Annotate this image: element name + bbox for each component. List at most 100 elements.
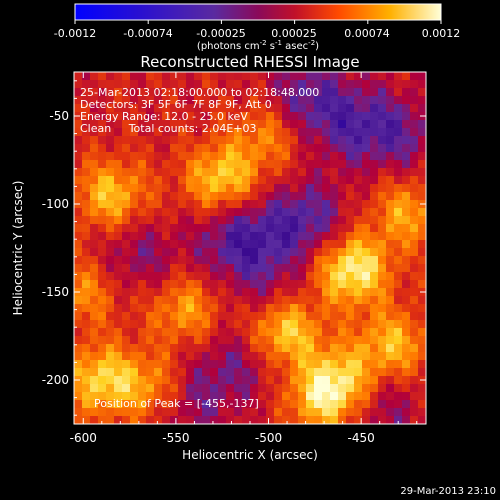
heatmap-cell [178, 168, 187, 177]
heatmap-cell [290, 264, 299, 273]
heatmap-cell [114, 160, 123, 169]
heatmap-cell [146, 408, 155, 417]
heatmap-cell [146, 360, 155, 369]
heatmap-cell [122, 344, 131, 353]
heatmap-cell [146, 392, 155, 401]
heatmap-cell [186, 120, 195, 129]
heatmap-cell [418, 80, 426, 89]
heatmap-cell [202, 368, 211, 377]
heatmap-cell [202, 376, 211, 385]
heatmap-cell [146, 248, 155, 257]
heatmap-cell [258, 392, 267, 401]
heatmap-cell [98, 184, 107, 193]
heatmap-cell [298, 104, 307, 113]
heatmap-cell [322, 88, 331, 97]
heatmap-cell [178, 136, 187, 145]
heatmap-cell [322, 392, 331, 401]
heatmap-cell [266, 96, 275, 105]
heatmap-cell [146, 96, 155, 105]
heatmap-cell [90, 296, 99, 305]
heatmap-cell [90, 360, 99, 369]
heatmap-cell [410, 240, 419, 249]
heatmap-cell [322, 272, 331, 281]
heatmap-cell [90, 264, 99, 273]
heatmap-cell [346, 200, 355, 209]
heatmap-cell [330, 360, 339, 369]
heatmap-cell [346, 160, 355, 169]
colorbar-unit-label: (photons cm-2 s-1 asec-2) [197, 39, 319, 52]
heatmap-cell [218, 272, 227, 281]
heatmap-cell [410, 400, 419, 409]
heatmap-cell [154, 88, 163, 97]
heatmap-cell [162, 416, 171, 424]
heatmap-cell [418, 336, 426, 345]
heatmap-cell [322, 128, 331, 137]
heatmap-cell [394, 72, 403, 81]
heatmap-cell [170, 344, 179, 353]
heatmap-cell [266, 216, 275, 225]
heatmap-cell [154, 160, 163, 169]
heatmap-cell [306, 168, 315, 177]
heatmap-cell [346, 352, 355, 361]
heatmap-cell [362, 160, 371, 169]
heatmap-cell [402, 72, 411, 81]
heatmap-cell [378, 248, 387, 257]
x-axis-label: Heliocentric X (arcsec) [182, 448, 318, 462]
heatmap-cell [186, 152, 195, 161]
heatmap-cell [282, 224, 291, 233]
heatmap-cell [170, 368, 179, 377]
heatmap-cell [258, 296, 267, 305]
colorbar-tick-label-5: 0.0012 [422, 27, 461, 40]
heatmap-cell [354, 416, 363, 424]
heatmap-cell [250, 352, 259, 361]
heatmap-cell [234, 192, 243, 201]
heatmap-cell [202, 256, 211, 265]
heatmap-cell [362, 120, 371, 129]
heatmap-cell [242, 192, 251, 201]
heatmap-cell [346, 152, 355, 161]
heatmap-cell [218, 264, 227, 273]
heatmap-cell [138, 288, 147, 297]
heatmap-cell [338, 416, 347, 424]
heatmap-cell [138, 120, 147, 129]
heatmap-cell [194, 344, 203, 353]
heatmap-cell [346, 264, 355, 273]
heatmap-cell [106, 392, 115, 401]
heatmap-cell [218, 232, 227, 241]
heatmap-cell [394, 320, 403, 329]
heatmap-cell [122, 264, 131, 273]
heatmap-cell [162, 384, 171, 393]
heatmap-cell [130, 216, 139, 225]
heatmap-cell [138, 136, 147, 145]
heatmap-cell [250, 80, 259, 89]
heatmap-cell [274, 104, 283, 113]
heatmap-cell [138, 184, 147, 193]
heatmap-cell [218, 256, 227, 265]
heatmap-cell [330, 232, 339, 241]
heatmap-cell [282, 328, 291, 337]
heatmap-cell [170, 112, 179, 121]
heatmap-cell [194, 136, 203, 145]
heatmap-cell [266, 192, 275, 201]
heatmap-cell [298, 384, 307, 393]
heatmap-cell [306, 72, 315, 81]
heatmap-cell [322, 96, 331, 105]
heatmap-cell [394, 128, 403, 137]
heatmap-cell [114, 168, 123, 177]
heatmap-cell [386, 376, 395, 385]
heatmap-cell [218, 104, 227, 113]
heatmap-cell [162, 112, 171, 121]
heatmap-cell [330, 160, 339, 169]
heatmap-cell [354, 152, 363, 161]
heatmap-cell [178, 272, 187, 281]
heatmap-cell [354, 296, 363, 305]
heatmap-cell [74, 264, 83, 273]
heatmap-cell [306, 208, 315, 217]
heatmap-cell [98, 280, 107, 289]
heatmap-cell [178, 320, 187, 329]
heatmap-cell [210, 328, 219, 337]
heatmap-cell [314, 224, 323, 233]
heatmap-cell [138, 392, 147, 401]
heatmap-cell [170, 192, 179, 201]
heatmap-cell [138, 400, 147, 409]
